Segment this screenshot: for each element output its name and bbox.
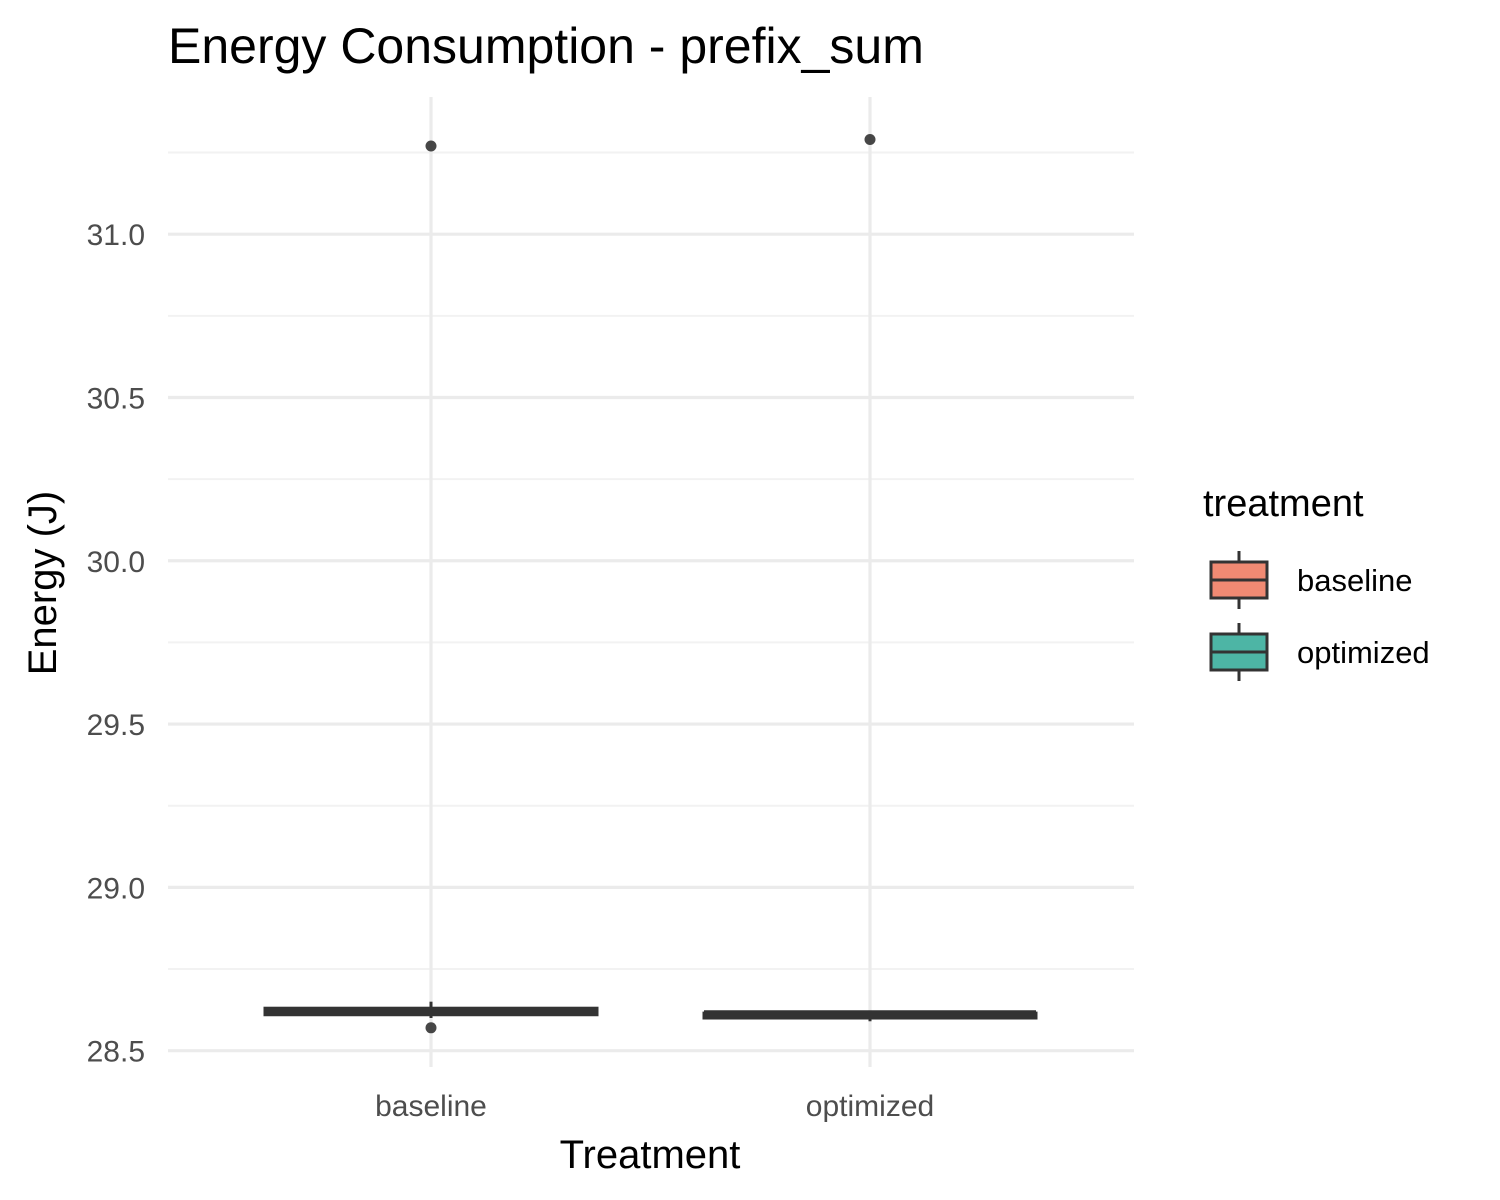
legend-label: baseline xyxy=(1297,563,1412,598)
x-tick-label: baseline xyxy=(375,1090,487,1123)
y-tick-label: 31.0 xyxy=(87,219,145,252)
boxplot-baseline xyxy=(263,140,599,1034)
y-tick-label: 28.5 xyxy=(87,1036,145,1069)
x-axis-title: Treatment xyxy=(560,1133,741,1177)
y-tick-label: 29.5 xyxy=(87,709,145,742)
y-tick-label: 30.0 xyxy=(87,546,145,579)
legend-title: treatment xyxy=(1203,483,1364,525)
grid xyxy=(168,97,1134,1067)
legend-key-baseline xyxy=(1209,551,1269,609)
legend: treatment baseline optimized xyxy=(1203,483,1430,681)
x-tick-label: optimized xyxy=(806,1090,934,1123)
y-tick-label: 29.0 xyxy=(87,872,145,905)
legend-label: optimized xyxy=(1297,635,1430,670)
outlier-point xyxy=(425,1022,437,1034)
outlier-point xyxy=(425,140,437,152)
legend-key-optimized xyxy=(1209,623,1269,681)
axes: 28.5 29.0 29.5 30.0 30.5 31.0 baseline optimize… xyxy=(87,219,935,1123)
y-axis-title: Energy (J) xyxy=(21,491,65,676)
plot-marks xyxy=(263,133,1038,1034)
outlier-point xyxy=(864,133,876,145)
chart-title: Energy Consumption - prefix_sum xyxy=(168,18,924,74)
y-tick-label: 30.5 xyxy=(87,382,145,415)
boxplot-optimized xyxy=(702,133,1038,1022)
